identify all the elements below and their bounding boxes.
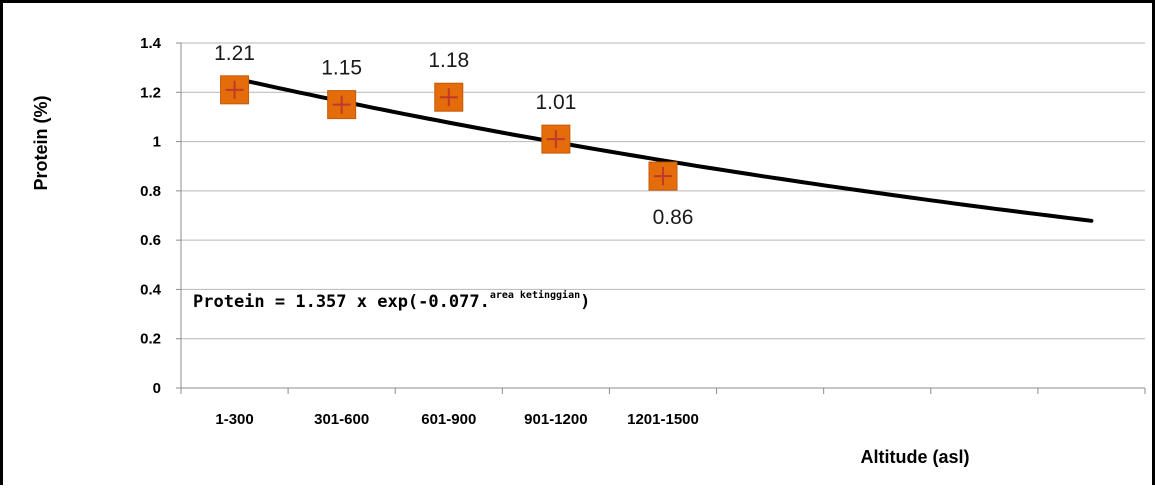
data-marker	[327, 90, 357, 120]
equation-superscript: area ketinggian	[490, 289, 580, 301]
y-tick-labels: 0 0.2 0.4 0.6 0.8 1 1.2 1.4	[140, 35, 162, 397]
data-labels: 1.21 1.15 1.18 1.01 0.86	[214, 42, 693, 229]
x-tick-label: 601-900	[421, 411, 476, 428]
y-tick-label: 0.4	[140, 281, 162, 298]
data-marker	[220, 75, 250, 105]
x-tick-label: 301-600	[314, 411, 369, 428]
y-axis-title: Protein (%)	[31, 95, 51, 190]
data-marker	[648, 161, 678, 191]
data-label: 0.86	[653, 206, 694, 229]
y-tick-label: 0.8	[140, 183, 161, 200]
axes	[176, 42, 1146, 394]
equation-main: Protein = 1.357 x exp(-0.077.	[193, 292, 490, 312]
data-label: 1.18	[428, 49, 469, 72]
equation-close: )	[580, 292, 590, 312]
x-tick-labels: 1-300 301-600 601-900 901-1200 1201-1500	[215, 411, 698, 428]
y-tick-label: 1.2	[140, 84, 161, 101]
x-axis-title: Altitude (asl)	[860, 447, 969, 467]
x-tick-label: 1-300	[215, 411, 253, 428]
trendline-layer	[232, 76, 1094, 223]
y-tick-label: 1	[153, 134, 161, 151]
chart-svg: 0 0.2 0.4 0.6 0.8 1 1.2 1.4 1-300 301-600 601-900…	[31, 35, 1146, 467]
y-tick-label: 0	[153, 380, 161, 397]
x-tick-label: 901-1200	[524, 411, 587, 428]
x-tick-label: 1201-1500	[627, 411, 699, 428]
data-label: 1.01	[535, 91, 576, 114]
data-marker	[434, 82, 464, 112]
trendline	[232, 76, 1094, 223]
trendline-equation: Protein = 1.357 x exp(-0.077.area keting…	[193, 289, 590, 312]
data-marker	[541, 124, 571, 154]
y-tick-label: 0.6	[140, 232, 161, 249]
markers	[220, 75, 678, 191]
y-tick-label: 0.2	[140, 331, 161, 348]
y-tick-label: 1.4	[140, 35, 162, 52]
data-label: 1.15	[321, 57, 362, 80]
data-label: 1.21	[214, 42, 255, 65]
